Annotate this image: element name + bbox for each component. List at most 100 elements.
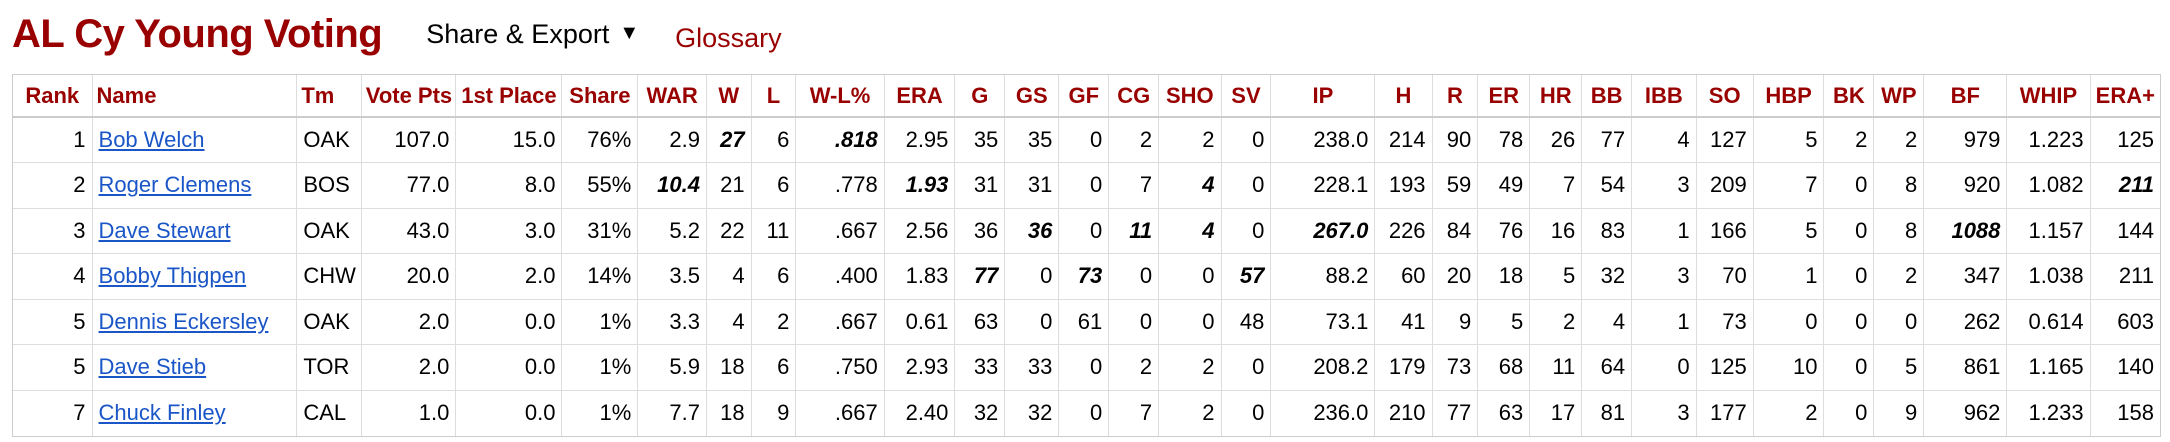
- cell-vote-pts: 43.0: [360, 207, 456, 254]
- column-header-cg[interactable]: CG: [1108, 75, 1159, 118]
- cell-gs: 0: [1004, 298, 1059, 345]
- share-export-menu[interactable]: Share & Export ▼: [426, 19, 639, 50]
- column-header-wp[interactable]: WP: [1873, 75, 1924, 118]
- cell-gf: 61: [1058, 298, 1109, 345]
- cell-vote-pts: 107.0: [360, 116, 456, 163]
- player-link[interactable]: Bob Welch: [98, 127, 205, 152]
- cell-era: 144: [2089, 207, 2160, 254]
- cell-war: 7.7: [637, 389, 707, 436]
- cell-h: 60: [1374, 253, 1433, 299]
- cell-w: 22: [705, 207, 752, 254]
- cell-hbp: 1: [1752, 253, 1824, 299]
- cell-ip: 267.0: [1270, 207, 1375, 254]
- column-header-w[interactable]: W: [705, 75, 752, 118]
- cell-r: 20: [1431, 253, 1478, 299]
- column-header-l[interactable]: L: [750, 75, 796, 118]
- column-header-gf[interactable]: GF: [1058, 75, 1109, 118]
- cell-ibb: 3: [1631, 253, 1697, 299]
- cell-1st-place: 8.0: [455, 162, 562, 208]
- column-header-r[interactable]: R: [1431, 75, 1478, 118]
- cell-rank: 3: [13, 207, 93, 254]
- column-header-w-l[interactable]: W-L%: [795, 75, 885, 118]
- column-header-hbp[interactable]: HBP: [1752, 75, 1824, 118]
- cell-er: 78: [1477, 116, 1530, 163]
- cell-ibb: 1: [1631, 207, 1697, 254]
- cell-bk: 0: [1823, 253, 1874, 299]
- player-name-cell: Dennis Eckersley: [91, 298, 297, 345]
- cell-r: 90: [1431, 116, 1478, 163]
- column-header-name[interactable]: Name: [91, 75, 297, 118]
- cell-g: 32: [954, 389, 1005, 436]
- table-row: 2 Roger Clemens BOS 77.0 8.0 55% 10.4 21 6.778 1.…: [13, 162, 2160, 208]
- cell-g: 63: [954, 298, 1005, 345]
- glossary-link[interactable]: Glossary: [675, 22, 782, 53]
- cell-rank: 5: [13, 344, 93, 390]
- column-header-vote-pts[interactable]: Vote Pts: [360, 75, 456, 118]
- column-header-share[interactable]: Share: [561, 75, 638, 118]
- column-header-bk[interactable]: BK: [1823, 75, 1874, 118]
- column-header-whip[interactable]: WHIP: [2006, 75, 2091, 118]
- column-header-er[interactable]: ER: [1477, 75, 1530, 118]
- cell-era: 140: [2089, 344, 2160, 390]
- column-header-so[interactable]: SO: [1695, 75, 1754, 118]
- cell-w: 4: [705, 253, 752, 299]
- cell-bf: 1088: [1923, 207, 2007, 254]
- cell-ip: 238.0: [1270, 116, 1375, 163]
- cell-share: 14%: [561, 253, 638, 299]
- column-header-war[interactable]: WAR: [637, 75, 707, 118]
- cell-tm: BOS: [296, 162, 362, 208]
- cell-era: 1.83: [883, 253, 955, 299]
- cy-young-voting-table-wrapper: Rank Name Tm Vote Pts 1st Place Share WAR W L W-L…: [12, 74, 2161, 437]
- cell-gf: 0: [1058, 162, 1109, 208]
- column-header-rank[interactable]: Rank: [13, 75, 93, 118]
- column-header-sv[interactable]: SV: [1220, 75, 1271, 118]
- cell-w-l: .778: [795, 162, 885, 208]
- cell-wp: 2: [1873, 116, 1924, 163]
- column-header-h[interactable]: H: [1374, 75, 1433, 118]
- cell-h: 210: [1374, 389, 1433, 436]
- cell-sho: 2: [1158, 116, 1222, 163]
- column-header-1st-place[interactable]: 1st Place: [455, 75, 562, 118]
- player-name-cell: Roger Clemens: [91, 162, 297, 208]
- column-header-gs[interactable]: GS: [1004, 75, 1059, 118]
- cell-war: 3.3: [637, 298, 707, 345]
- column-header-tm[interactable]: Tm: [296, 75, 362, 118]
- player-link[interactable]: Bobby Thigpen: [98, 263, 247, 289]
- player-link[interactable]: Dave Stewart: [98, 217, 231, 243]
- cell-bk: 0: [1823, 207, 1874, 254]
- column-header-era[interactable]: ERA+: [2089, 75, 2160, 118]
- column-header-g[interactable]: G: [954, 75, 1005, 118]
- cell-era: 2.93: [883, 344, 955, 390]
- cell-so: 166: [1695, 207, 1754, 254]
- player-link[interactable]: Dave Stieb: [98, 354, 207, 380]
- cell-bk: 0: [1823, 298, 1874, 345]
- cell-hr: 7: [1529, 162, 1582, 208]
- cell-share: 1%: [561, 344, 638, 390]
- player-link[interactable]: Chuck Finley: [98, 400, 226, 425]
- cell-sv: 0: [1220, 162, 1271, 208]
- cell-whip: 1.223: [2006, 116, 2091, 163]
- cell-share: 1%: [561, 298, 638, 345]
- column-header-hr[interactable]: HR: [1529, 75, 1582, 118]
- column-header-era[interactable]: ERA: [883, 75, 955, 118]
- cell-1st-place: 2.0: [455, 253, 562, 299]
- player-link[interactable]: Roger Clemens: [98, 172, 252, 198]
- column-header-ip[interactable]: IP: [1270, 75, 1375, 118]
- column-header-bf[interactable]: BF: [1923, 75, 2007, 118]
- column-header-ibb[interactable]: IBB: [1631, 75, 1697, 118]
- cell-cg: 2: [1108, 344, 1159, 390]
- cell-r: 59: [1431, 162, 1478, 208]
- cell-era: 125: [2089, 116, 2160, 163]
- cell-l: 6: [750, 162, 796, 208]
- cell-w: 18: [705, 389, 752, 436]
- cell-hr: 11: [1529, 344, 1582, 390]
- cell-whip: 1.165: [2006, 344, 2091, 390]
- column-header-sho[interactable]: SHO: [1158, 75, 1222, 118]
- column-header-bb[interactable]: BB: [1581, 75, 1632, 118]
- cell-hbp: 2: [1752, 389, 1824, 436]
- cell-hr: 5: [1529, 253, 1582, 299]
- cell-er: 63: [1477, 389, 1530, 436]
- cell-sho: 4: [1158, 162, 1222, 208]
- cell-rank: 4: [13, 253, 93, 299]
- player-link[interactable]: Dennis Eckersley: [98, 308, 269, 334]
